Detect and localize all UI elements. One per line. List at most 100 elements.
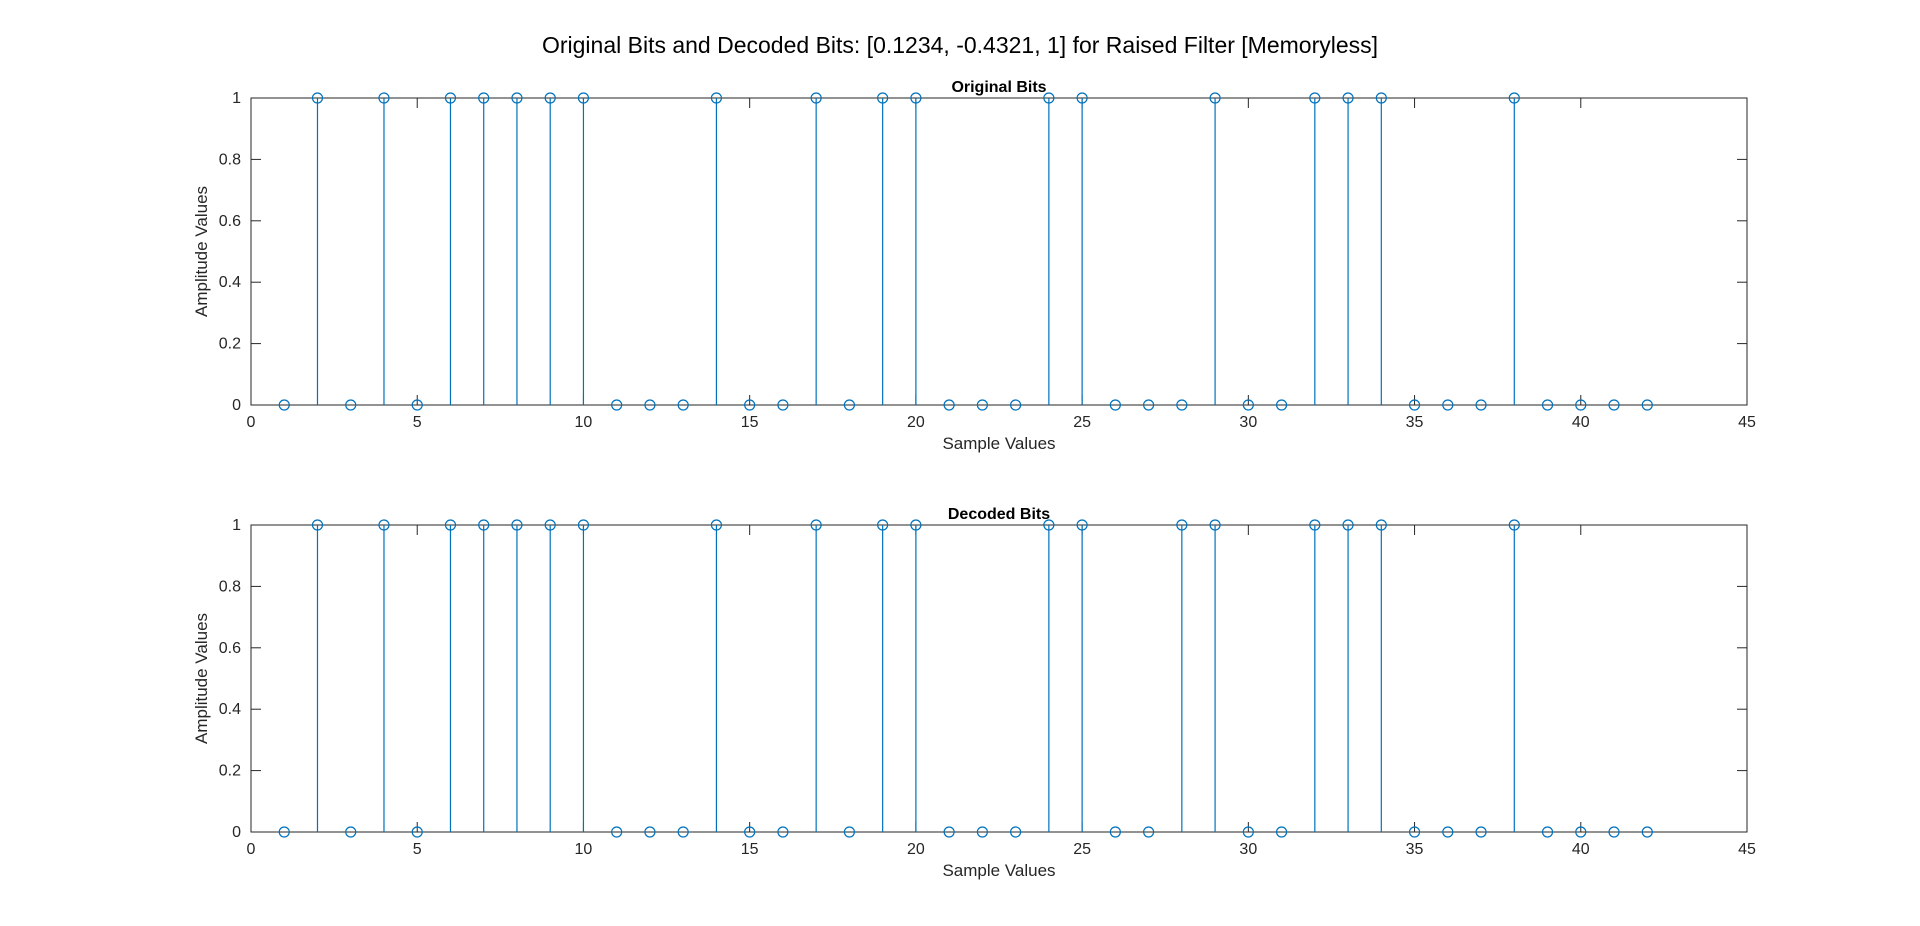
stem-marker (910, 92, 922, 104)
stem-marker (1209, 92, 1221, 104)
y-tick-label: 0.4 (219, 274, 241, 291)
stem-14 (710, 92, 723, 405)
stem-41 (1608, 399, 1620, 411)
stem-marker (444, 519, 457, 531)
stem-40 (1575, 826, 1587, 838)
stem-27 (1142, 399, 1155, 411)
stem-21 (943, 399, 955, 411)
stem-15 (744, 826, 756, 838)
stem-marker (810, 519, 822, 531)
stem-marker (1442, 826, 1454, 838)
x-tick-label: 15 (741, 841, 759, 858)
stem-23 (1010, 826, 1022, 838)
x-tick-label: 20 (907, 414, 925, 431)
stem-39 (1541, 399, 1554, 411)
stem-4 (378, 92, 390, 405)
stem-marker (1475, 399, 1487, 411)
stem-marker (1375, 92, 1387, 104)
stem-25 (1076, 92, 1088, 405)
stem-26 (1109, 399, 1121, 411)
stem-32 (1309, 519, 1321, 832)
stem-marker (411, 826, 423, 838)
stem-30 (1242, 826, 1254, 838)
stem-8 (511, 92, 523, 405)
stem-marker (1043, 92, 1055, 104)
stem-13 (677, 826, 689, 838)
stem-marker (444, 92, 457, 104)
stem-42 (1641, 826, 1653, 838)
stem-marker (1309, 92, 1321, 104)
stem-marker (345, 826, 357, 838)
stem-31 (1275, 826, 1288, 838)
stem-marker (1076, 519, 1088, 531)
stem-marker (644, 399, 656, 411)
stem-32 (1309, 92, 1321, 405)
stem-marker (710, 92, 723, 104)
stem-marker (877, 92, 889, 104)
stem-marker (345, 399, 357, 411)
stem-marker (1209, 519, 1221, 531)
stem-41 (1608, 826, 1620, 838)
x-tick-label: 5 (413, 841, 422, 858)
stem-42 (1641, 399, 1653, 411)
stem-21 (943, 826, 955, 838)
x-tick-label: 0 (247, 841, 256, 858)
stem-1 (278, 826, 290, 838)
stem-marker (1010, 826, 1022, 838)
stem-marker (611, 826, 623, 838)
stem-marker (1275, 399, 1288, 411)
y-tick-label: 0.2 (219, 763, 241, 780)
stem-marker (611, 399, 623, 411)
stem-4 (378, 519, 390, 832)
stem-marker (943, 399, 955, 411)
stem-14 (710, 519, 723, 832)
stem-marker (1010, 399, 1022, 411)
stem-38 (1508, 519, 1520, 832)
stem-marker (1608, 826, 1620, 838)
stem-10 (577, 92, 590, 405)
stem-marker (744, 826, 756, 838)
stem-marker (1109, 399, 1121, 411)
x-tick-label: 35 (1406, 841, 1424, 858)
stem-marker (1408, 399, 1421, 411)
x-tick-label: 45 (1738, 414, 1756, 431)
stem-35 (1408, 826, 1421, 838)
stem-marker (810, 92, 822, 104)
stem-marker (311, 519, 324, 531)
x-tick-label: 40 (1572, 841, 1590, 858)
stem-marker (1575, 399, 1587, 411)
stem-marker (1076, 92, 1088, 104)
stem-8 (511, 519, 523, 832)
stem-marker (1575, 826, 1587, 838)
stem-35 (1408, 399, 1421, 411)
stem-3 (345, 399, 357, 411)
stem-34 (1375, 92, 1387, 405)
stem-36 (1442, 826, 1454, 838)
stem-marker (1109, 826, 1121, 838)
x-tick-label: 20 (907, 841, 925, 858)
stem-marker (1442, 399, 1454, 411)
stem-31 (1275, 399, 1288, 411)
figure-title: Original Bits and Decoded Bits: [0.1234,… (541, 32, 1379, 58)
stem-17 (810, 519, 822, 832)
y-tick-label: 1 (232, 517, 241, 534)
stem-2 (311, 92, 324, 405)
stem-marker (1275, 826, 1288, 838)
stem-marker (843, 826, 856, 838)
stem-marker (877, 519, 889, 531)
stem-marker (1176, 399, 1188, 411)
y-tick-label: 0.2 (219, 336, 241, 353)
stem-1 (278, 399, 290, 411)
stem-marker (511, 92, 523, 104)
x-tick-label: 5 (413, 414, 422, 431)
stem-marker (1541, 399, 1554, 411)
stem-marker (1641, 826, 1653, 838)
stem-6 (444, 92, 457, 405)
stem-19 (877, 92, 889, 405)
stem-marker (777, 399, 789, 411)
stem-37 (1475, 399, 1487, 411)
y-tick-label: 0.6 (219, 640, 241, 657)
stem-marker (378, 92, 390, 104)
